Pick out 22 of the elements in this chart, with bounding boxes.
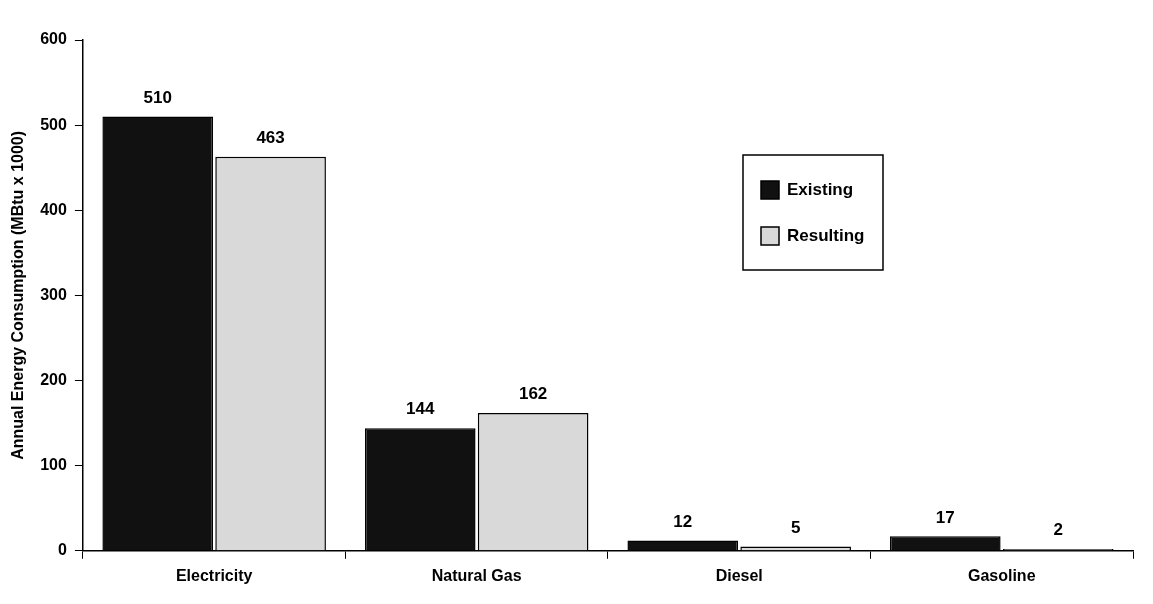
y-tick-label: 500 [40, 115, 67, 133]
y-axis-title: Annual Energy Consumption (MBtu x 1000) [9, 130, 27, 460]
x-tick-label: Diesel [715, 566, 763, 584]
y-tick-label: 600 [40, 30, 67, 48]
y-tick-label: 400 [40, 200, 67, 218]
y-tick-label: 200 [40, 370, 67, 388]
y-tick-label: 100 [40, 456, 67, 474]
y-tick-label: 300 [40, 285, 67, 303]
data-label: 162 [518, 384, 548, 404]
data-label: 463 [256, 127, 285, 147]
data-label: 144 [406, 399, 435, 419]
data-label: 12 [673, 511, 693, 531]
x-tick-label: Gasoline [967, 566, 1036, 584]
legend-label: Resulting [787, 225, 865, 245]
data-label: 5 [790, 517, 801, 537]
x-tick-label: Electricity [175, 566, 253, 584]
data-label: 510 [143, 87, 172, 107]
x-tick-label: Natural Gas [431, 566, 522, 584]
data-label: 17 [935, 507, 955, 527]
y-tick-label: 0 [57, 541, 67, 559]
legend-label: Existing [787, 179, 854, 199]
data-label: 2 [1053, 520, 1063, 540]
